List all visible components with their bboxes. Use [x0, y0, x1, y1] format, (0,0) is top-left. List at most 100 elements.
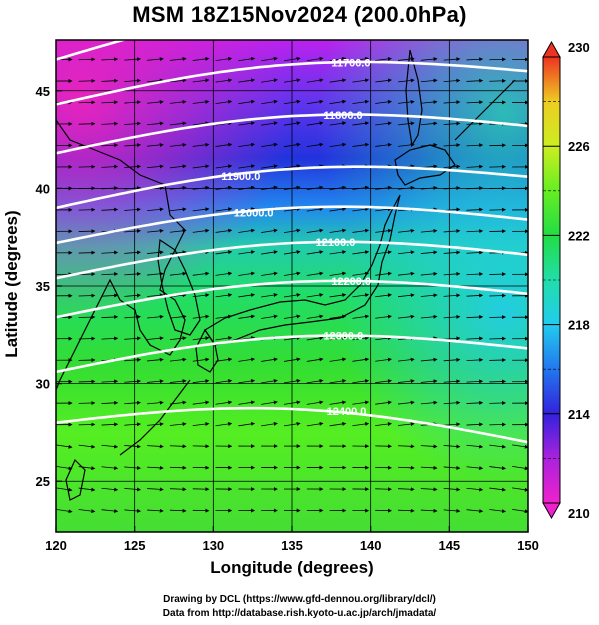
wind-arrow: [147, 293, 164, 298]
wind-arrow: [124, 143, 141, 148]
wind-arrow: [238, 78, 256, 83]
wind-arrow: [352, 228, 370, 233]
wind-arrow: [101, 509, 119, 513]
wind-arrow: [443, 78, 461, 83]
wind-arrow: [489, 422, 506, 427]
wind-arrow: [352, 142, 370, 147]
wind-arrow: [306, 400, 324, 405]
wind-arrow: [329, 293, 347, 298]
wind-arrow: [375, 379, 392, 384]
wind-arrow: [78, 272, 96, 277]
wind-arrow: [78, 229, 96, 234]
wind-arrow: [489, 143, 506, 148]
wind-arrow: [306, 121, 324, 126]
wind-arrow: [466, 444, 484, 449]
wind-arrow: [56, 487, 73, 492]
contour-line: [56, 279, 528, 319]
wind-arrow: [375, 422, 392, 427]
wind-arrow: [147, 250, 164, 255]
wind-arrow: [78, 100, 96, 105]
coastline-taiwan: [65, 458, 86, 501]
contour-label: 12300.0: [323, 331, 363, 343]
wind-arrow: [420, 314, 438, 319]
wind-arrow: [329, 185, 347, 190]
wind-arrow: [124, 271, 141, 276]
wind-arrow: [443, 186, 461, 191]
wind-arrow: [215, 336, 233, 341]
wind-arrow: [124, 400, 141, 405]
wind-arrow: [420, 250, 438, 255]
wind-arrow: [489, 186, 506, 191]
wind-arrow: [375, 271, 392, 276]
wind-arrow: [215, 293, 233, 298]
wind-arrow: [375, 142, 392, 147]
wind-arrow: [101, 379, 119, 384]
wind-arrow: [169, 379, 187, 384]
wind-arrow: [124, 293, 141, 298]
wind-arrow: [215, 421, 233, 427]
wind-arrow: [192, 422, 210, 427]
y-tick-label: 45: [36, 84, 50, 99]
wind-arrow: [169, 293, 187, 298]
wind-arrow: [420, 271, 438, 276]
wind-arrow: [147, 57, 164, 62]
wind-arrow: [329, 142, 347, 148]
wind-arrow: [215, 357, 233, 362]
wind-arrow: [306, 78, 324, 83]
wind-arrow: [147, 121, 164, 126]
wind-arrow: [124, 57, 141, 62]
footer-credit-data: Data from http://database.rish.kyoto-u.a…: [162, 608, 437, 619]
wind-arrow: [124, 250, 141, 255]
wind-arrow: [443, 357, 461, 362]
wind-arrow: [512, 465, 528, 471]
colorbar-ticks: 210 214 218 222 226 230: [543, 40, 590, 521]
wind-arrow: [489, 57, 506, 62]
wind-arrow: [398, 357, 415, 362]
contour-label: 11900.0: [221, 171, 260, 183]
wind-arrow: [443, 293, 461, 298]
coastlines: [56, 49, 516, 501]
wind-arrow: [192, 271, 210, 276]
wind-arrow: [238, 250, 256, 255]
wind-arrow: [489, 293, 506, 298]
wind-arrow: [215, 164, 233, 169]
coastline-asia: [56, 119, 186, 391]
wind-arrow: [215, 207, 233, 212]
wind-arrow: [375, 99, 392, 104]
wind-arrow: [329, 56, 347, 62]
wind-arrow: [443, 508, 461, 513]
wind-arrow: [398, 379, 415, 384]
wind-arrow: [124, 336, 141, 341]
wind-arrow: [352, 400, 370, 405]
wind-arrow: [101, 57, 119, 62]
wind-arrow: [329, 336, 347, 341]
wind-arrow: [283, 78, 301, 83]
wind-arrow: [375, 207, 392, 212]
wind-arrow: [443, 121, 461, 126]
coastline-japan-honshu: [204, 194, 401, 346]
wind-arrow: [215, 271, 233, 276]
x-tick-label: 145: [438, 538, 460, 553]
x-tick-label: 150: [517, 538, 539, 553]
wind-arrow: [238, 56, 256, 62]
wind-arrow: [443, 314, 461, 319]
y-tick-label: 25: [36, 474, 50, 489]
wind-arrow: [215, 185, 233, 190]
wind-arrow: [101, 444, 119, 449]
wind-arrow: [169, 121, 187, 126]
wind-arrow: [283, 228, 301, 233]
wind-arrow: [238, 357, 256, 362]
wind-arrow: [78, 379, 96, 384]
wind-arrow: [192, 121, 210, 126]
wind-arrow: [261, 293, 278, 298]
wind-arrow: [147, 400, 164, 405]
wind-arrow: [306, 357, 324, 362]
wind-arrow: [466, 357, 484, 362]
wind-arrow: [101, 466, 119, 471]
wind-arrow: [375, 400, 392, 405]
contour-label: 11800.0: [323, 110, 362, 122]
wind-arrow: [420, 487, 438, 492]
wind-arrow: [443, 400, 461, 405]
wind-arrow: [169, 487, 187, 492]
wind-arrow: [169, 207, 187, 212]
